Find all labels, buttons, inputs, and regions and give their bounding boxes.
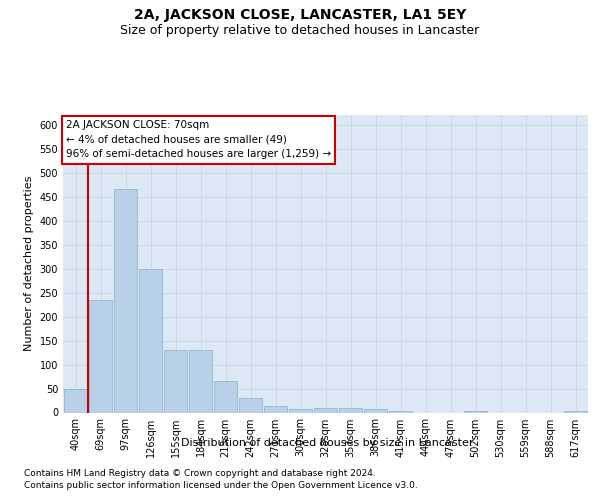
Bar [364, 409, 388, 412]
Text: Contains public sector information licensed under the Open Government Licence v3: Contains public sector information licen… [24, 481, 418, 490]
Bar [289, 408, 313, 412]
Bar [338, 408, 362, 412]
Text: Contains HM Land Registry data © Crown copyright and database right 2024.: Contains HM Land Registry data © Crown c… [24, 469, 376, 478]
Bar [89, 300, 112, 412]
Bar [389, 410, 412, 412]
Bar [563, 410, 587, 412]
Bar [214, 382, 238, 412]
Y-axis label: Number of detached properties: Number of detached properties [24, 176, 34, 352]
Text: Distribution of detached houses by size in Lancaster: Distribution of detached houses by size … [181, 438, 473, 448]
Bar [139, 268, 163, 412]
Bar [314, 408, 337, 412]
Text: Size of property relative to detached houses in Lancaster: Size of property relative to detached ho… [121, 24, 479, 37]
Bar [239, 398, 262, 412]
Text: 2A, JACKSON CLOSE, LANCASTER, LA1 5EY: 2A, JACKSON CLOSE, LANCASTER, LA1 5EY [134, 8, 466, 22]
Bar [464, 410, 487, 412]
Bar [263, 406, 287, 412]
Text: 2A JACKSON CLOSE: 70sqm
← 4% of detached houses are smaller (49)
96% of semi-det: 2A JACKSON CLOSE: 70sqm ← 4% of detached… [66, 120, 331, 160]
Bar [64, 388, 88, 412]
Bar [188, 350, 212, 412]
Bar [164, 350, 187, 412]
Bar [113, 190, 137, 412]
